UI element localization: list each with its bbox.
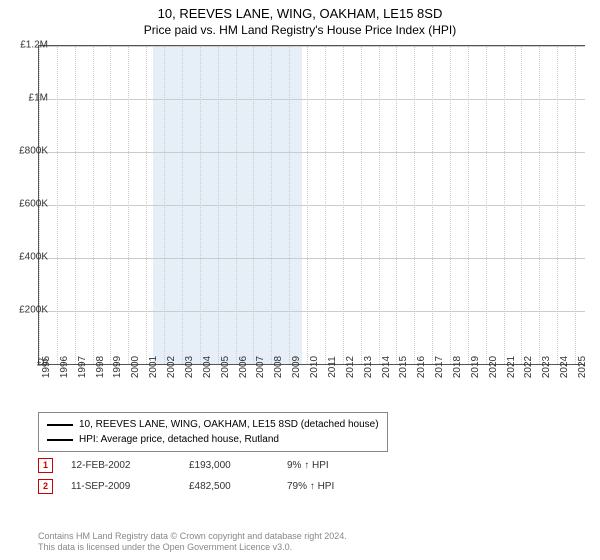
gridline-v (521, 46, 522, 364)
gridline-v (450, 46, 451, 364)
xtick-label: 2017 (434, 356, 445, 378)
gridline-v (396, 46, 397, 364)
credits-line1: Contains HM Land Registry data © Crown c… (38, 531, 347, 543)
xtick-label: 2014 (381, 356, 392, 378)
gridline-v (486, 46, 487, 364)
credits: Contains HM Land Registry data © Crown c… (38, 531, 347, 554)
xtick-label: 2001 (148, 356, 159, 378)
ytick-label: £1M (29, 93, 48, 104)
gridline-v (236, 46, 237, 364)
gridline-v (200, 46, 201, 364)
gridline-v (307, 46, 308, 364)
gridline-v (325, 46, 326, 364)
credits-line2: This data is licensed under the Open Gov… (38, 542, 347, 554)
xtick-label: 2003 (184, 356, 195, 378)
gridline-v (128, 46, 129, 364)
gridline-v (361, 46, 362, 364)
event-price-2: £482,500 (189, 481, 269, 492)
gridline-v (414, 46, 415, 364)
legend: 10, REEVES LANE, WING, OAKHAM, LE15 8SD … (38, 412, 388, 452)
event-price-1: £193,000 (189, 460, 269, 471)
ytick-label: £600K (19, 199, 48, 210)
chart-container: 10, REEVES LANE, WING, OAKHAM, LE15 8SD … (0, 0, 600, 560)
gridline-v (57, 46, 58, 364)
xtick-label: 2016 (416, 356, 427, 378)
xtick-label: 2019 (470, 356, 481, 378)
event-delta-2: 79% ↑ HPI (287, 481, 367, 492)
gridline-v (432, 46, 433, 364)
xtick-label: 1996 (59, 356, 70, 378)
xtick-label: 2018 (452, 356, 463, 378)
event-marker-1: 1 (38, 458, 53, 473)
gridline-v (182, 46, 183, 364)
event-row-2: 2 11-SEP-2009 £482,500 79% ↑ HPI (38, 479, 367, 494)
chart-title: 10, REEVES LANE, WING, OAKHAM, LE15 8SD (0, 0, 600, 23)
chart-subtitle: Price paid vs. HM Land Registry's House … (0, 23, 600, 41)
event-row-1: 1 12-FEB-2002 £193,000 9% ↑ HPI (38, 458, 367, 473)
xtick-label: 2012 (345, 356, 356, 378)
gridline-v (110, 46, 111, 364)
gridline-v (539, 46, 540, 364)
ytick-label: £800K (19, 146, 48, 157)
gridline-v (93, 46, 94, 364)
xtick-label: 2011 (327, 356, 338, 378)
xtick-label: 2000 (130, 356, 141, 378)
gridline-v (164, 46, 165, 364)
xtick-label: 2009 (291, 356, 302, 378)
xtick-label: 2013 (363, 356, 374, 378)
event-date-1: 12-FEB-2002 (71, 460, 171, 471)
gridline-v (218, 46, 219, 364)
gridline-v (343, 46, 344, 364)
xtick-label: 2010 (309, 356, 320, 378)
gridline-v (146, 46, 147, 364)
gridline-v (75, 46, 76, 364)
legend-item-price: 10, REEVES LANE, WING, OAKHAM, LE15 8SD … (47, 417, 379, 432)
legend-label-hpi: HPI: Average price, detached house, Rutl… (79, 432, 279, 447)
xtick-label: 2006 (238, 356, 249, 378)
plot-area (38, 45, 585, 365)
gridline-v (557, 46, 558, 364)
xtick-label: 2024 (559, 356, 570, 378)
xtick-label: 2008 (273, 356, 284, 378)
xtick-label: 2022 (523, 356, 534, 378)
gridline-v (575, 46, 576, 364)
xtick-label: 2023 (541, 356, 552, 378)
legend-swatch-price (47, 424, 73, 426)
xtick-label: 2005 (220, 356, 231, 378)
event-date-2: 11-SEP-2009 (71, 481, 171, 492)
xtick-label: 2004 (202, 356, 213, 378)
gridline-v (271, 46, 272, 364)
ytick-label: £200K (19, 305, 48, 316)
xtick-label: 2025 (577, 356, 588, 378)
legend-swatch-hpi (47, 439, 73, 441)
events-table: 1 12-FEB-2002 £193,000 9% ↑ HPI 2 11-SEP… (38, 458, 367, 500)
xtick-label: 1998 (95, 356, 106, 378)
xtick-label: 1997 (77, 356, 88, 378)
xtick-label: 1999 (112, 356, 123, 378)
xtick-label: 2021 (506, 356, 517, 378)
ytick-label: £1.2M (20, 40, 48, 51)
gridline-v (468, 46, 469, 364)
xtick-label: 2015 (398, 356, 409, 378)
ytick-label: £400K (19, 252, 48, 263)
gridline-v (253, 46, 254, 364)
xtick-label: 2007 (255, 356, 266, 378)
legend-item-hpi: HPI: Average price, detached house, Rutl… (47, 432, 379, 447)
gridline-v (504, 46, 505, 364)
gridline-v (289, 46, 290, 364)
gridline-v (379, 46, 380, 364)
xtick-label: 2020 (488, 356, 499, 378)
legend-label-price: 10, REEVES LANE, WING, OAKHAM, LE15 8SD … (79, 417, 379, 432)
event-delta-1: 9% ↑ HPI (287, 460, 367, 471)
xtick-label: 1995 (41, 356, 52, 378)
xtick-label: 2002 (166, 356, 177, 378)
event-marker-2: 2 (38, 479, 53, 494)
